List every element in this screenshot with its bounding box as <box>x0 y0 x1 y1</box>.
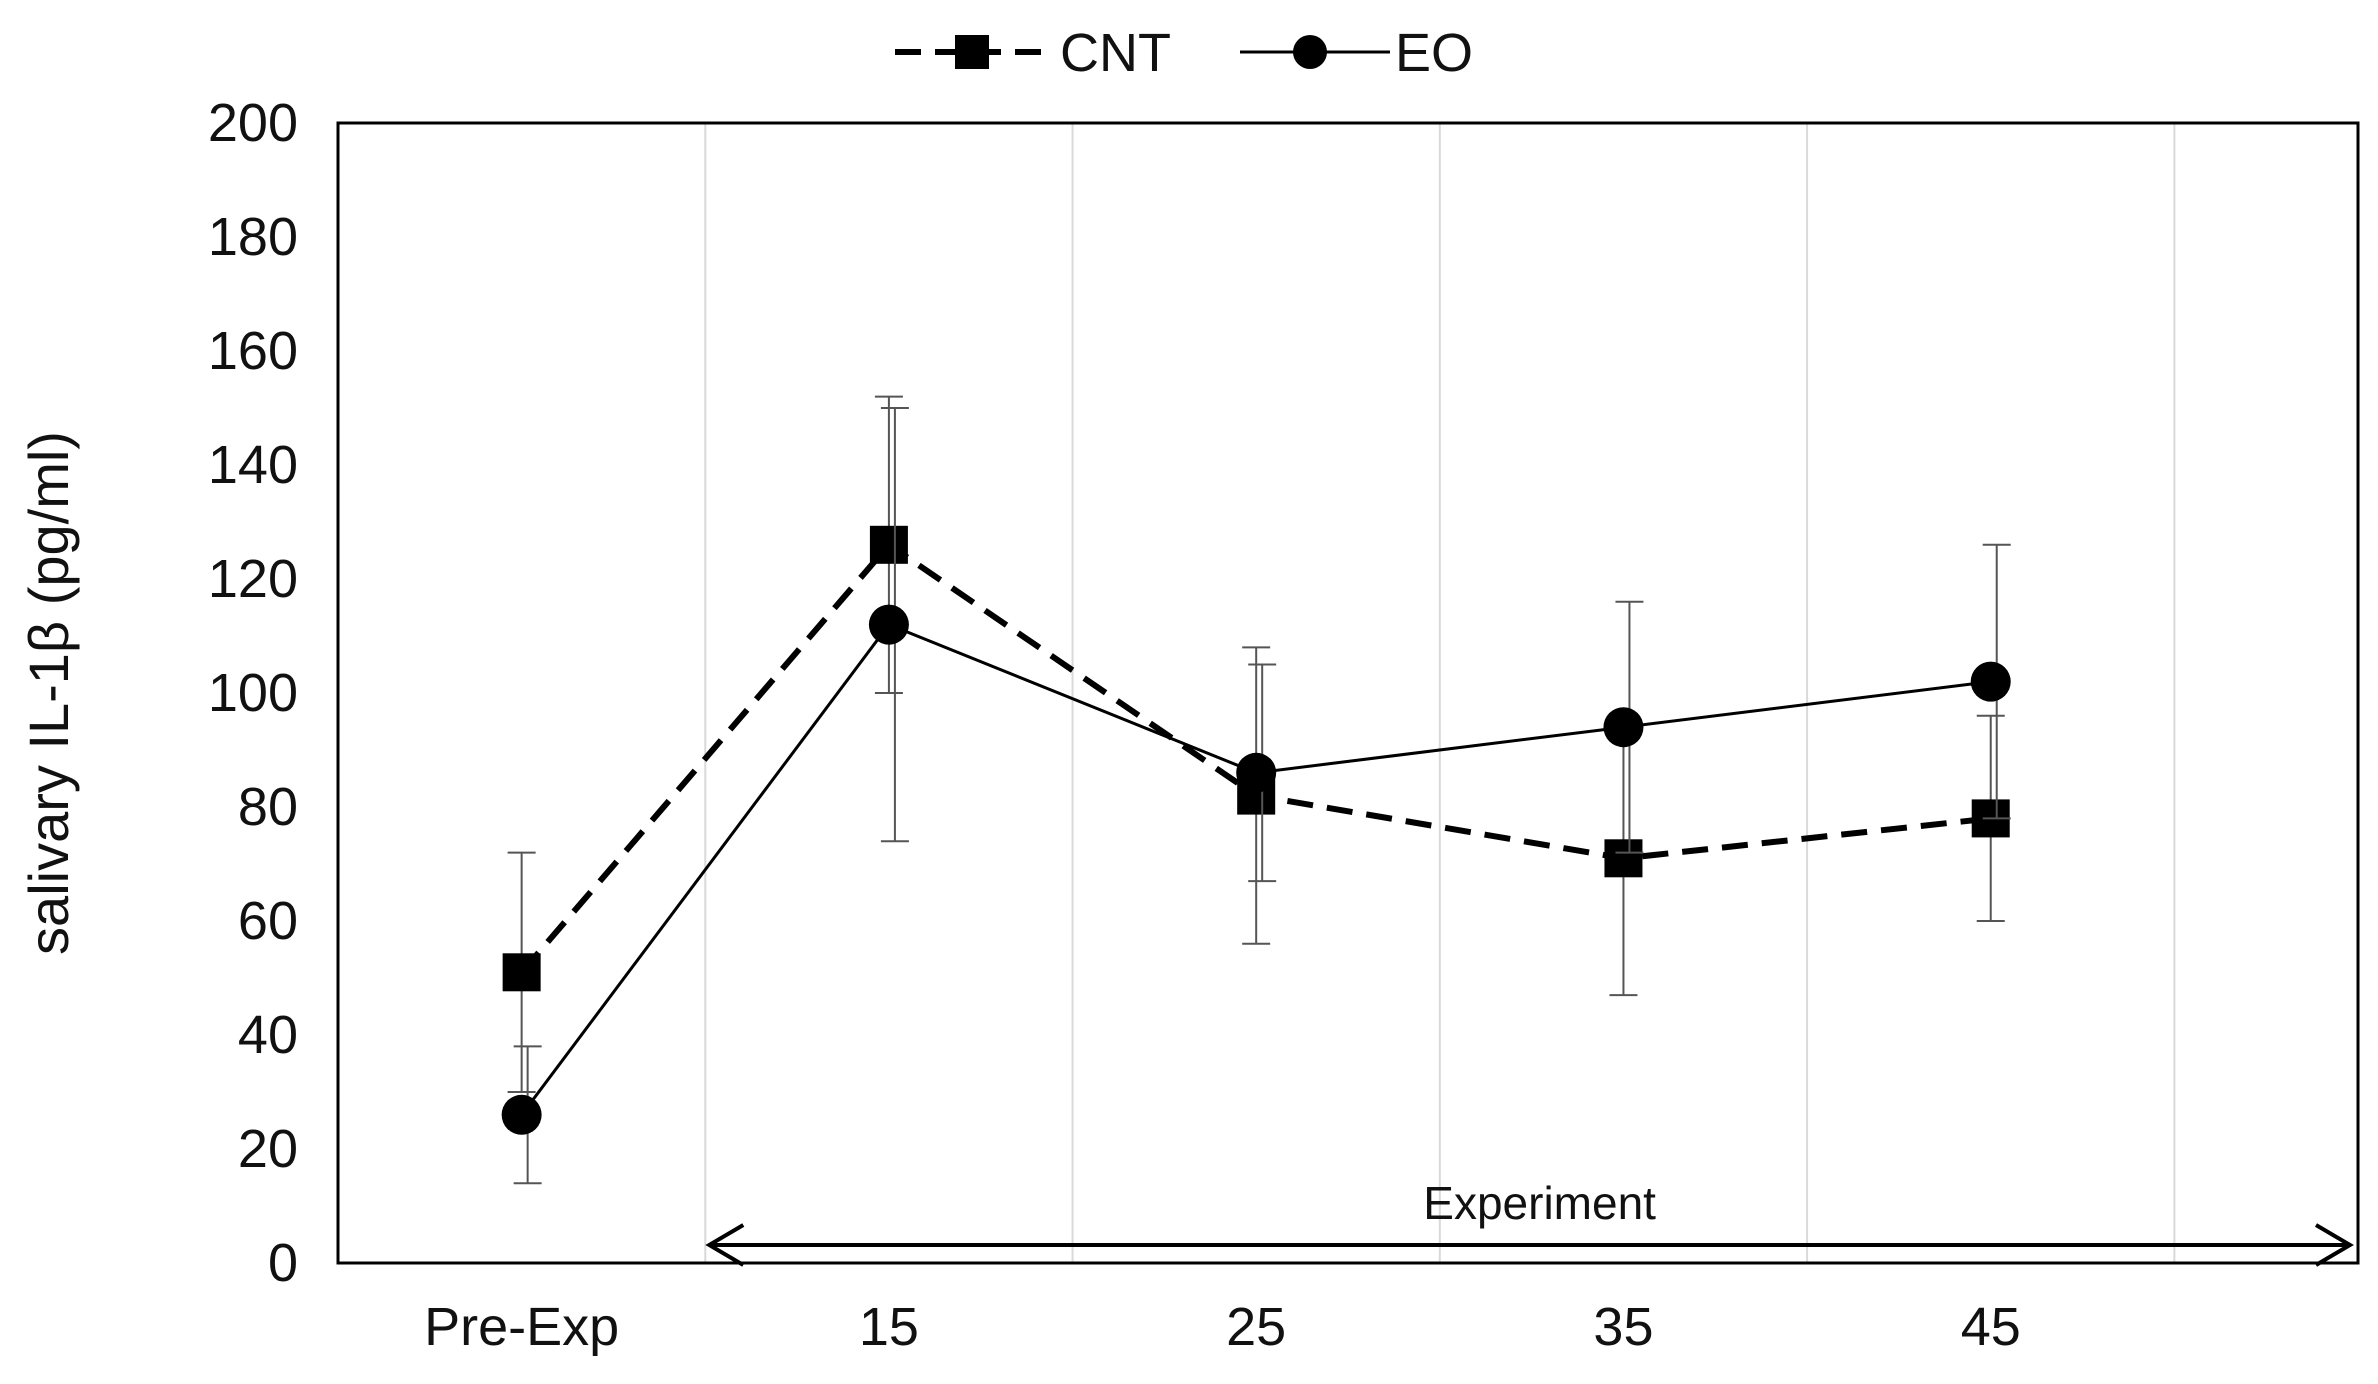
data-point-circle <box>1970 661 2011 702</box>
y-tick-label: 40 <box>238 1005 298 1065</box>
data-point-square <box>1604 839 1643 878</box>
x-tick-label: 45 <box>1961 1297 2021 1357</box>
y-tick-label: 200 <box>208 93 298 153</box>
data-point-circle <box>1603 707 1644 748</box>
x-tick-label: 35 <box>1593 1297 1653 1357</box>
x-tick-label: 15 <box>859 1297 919 1357</box>
y-tick-label: 60 <box>238 891 298 951</box>
y-tick-label: 80 <box>238 777 298 837</box>
data-point-square <box>502 953 541 992</box>
y-tick-labels: 0 20 40 60 80 100 120 140 160 180 200 <box>208 93 298 1293</box>
plot-frame <box>336 121 2360 1265</box>
experiment-arrow-right-head <box>2314 1223 2354 1267</box>
legend-cnt-label: CNT <box>1060 23 1171 83</box>
y-tick-label: 20 <box>238 1119 298 1179</box>
y-tick-label: 140 <box>208 435 298 495</box>
data-point-circle <box>1236 752 1277 793</box>
series-cnt <box>502 395 2010 1093</box>
x-tick-label: Pre-Exp <box>424 1297 619 1357</box>
y-tick-label: 0 <box>268 1233 298 1293</box>
data-point-circle <box>868 604 909 645</box>
y-tick-label: 180 <box>208 207 298 267</box>
series-eo <box>501 407 2011 1185</box>
y-tick-label: 100 <box>208 663 298 723</box>
experiment-label: Experiment <box>1423 1177 1656 1229</box>
grid-layer <box>704 123 2176 1263</box>
experiment-annotation: Experiment <box>705 1177 2354 1267</box>
legend-eo-marker <box>1293 35 1327 69</box>
x-tick-labels: Pre-Exp 15 25 35 45 <box>424 1297 2021 1357</box>
experiment-arrow-left-head <box>705 1223 745 1267</box>
data-point-square <box>869 525 908 564</box>
y-tick-label: 160 <box>208 321 298 381</box>
y-axis-label: salivary IL-1β (pg/ml) <box>17 431 80 955</box>
legend-cnt-marker <box>955 35 989 69</box>
y-tick-label: 120 <box>208 549 298 609</box>
x-tick-label: 25 <box>1226 1297 1286 1357</box>
legend-eo-label: EO <box>1395 23 1473 83</box>
data-point-circle <box>501 1094 542 1135</box>
legend: CNT EO <box>895 23 1473 83</box>
series-layer <box>501 395 2011 1185</box>
